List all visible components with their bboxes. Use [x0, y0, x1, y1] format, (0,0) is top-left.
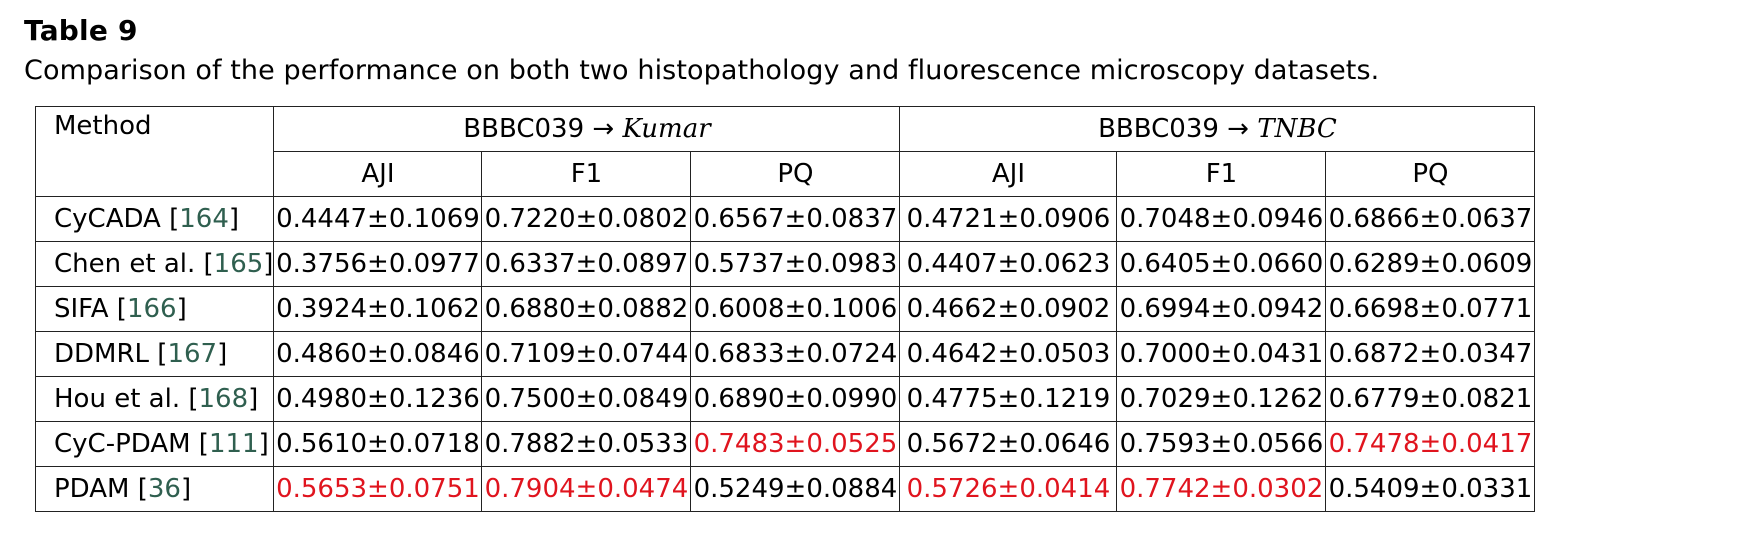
method-name: Chen et al. [165] [34, 241, 275, 287]
table-cell-value: 0.5726±0.0414 [899, 466, 1118, 512]
table-cell-value: 0.5737±0.0983 [690, 241, 901, 287]
citation-close-bracket: ] [258, 429, 269, 459]
table-caption-label: Table 9 [24, 14, 138, 47]
table-cell-value: 0.7029±0.1262 [1116, 376, 1327, 422]
table-cell-value: 0.5249±0.0884 [690, 466, 901, 512]
table-cell-value: 0.5653±0.0751 [273, 466, 483, 512]
method-label: PDAM [ [54, 474, 148, 504]
table-row: Chen et al. [165] 0.3756±0.0977 0.6337±0.0… [34, 241, 1536, 287]
citation-link[interactable]: 36 [147, 474, 181, 504]
table-cell-value: 0.7593±0.0566 [1116, 421, 1327, 467]
citation-close-bracket: ] [228, 204, 240, 234]
table-cell-value: 0.7882±0.0533 [481, 421, 692, 467]
table-cell-value: 0.6289±0.0609 [1325, 241, 1536, 287]
table-cell-value: 0.6866±0.0637 [1325, 196, 1536, 242]
table-cell-value: 0.6880±0.0882 [481, 286, 692, 332]
table-cell-value: 0.6405±0.0660 [1116, 241, 1327, 287]
table-cell-value: 0.4860±0.0846 [273, 331, 483, 377]
table-cell-value: 0.4447±0.1069 [273, 196, 483, 242]
table-cell-value: 0.5672±0.0646 [899, 421, 1118, 467]
metric-header-pq: PQ [1325, 151, 1536, 197]
table-cell-value: 0.7109±0.0744 [481, 331, 692, 377]
method-name: SIFA [166] [34, 286, 275, 332]
table-cell-value: 0.7000±0.0431 [1116, 331, 1327, 377]
group-header-prefix: BBBC039 → [1098, 114, 1258, 144]
table-cell-value: 0.5610±0.0718 [273, 421, 483, 467]
method-label: CyCADA [ [54, 204, 180, 234]
table-cell-value: 0.4407±0.0623 [899, 241, 1118, 287]
table-cell-value: 0.4662±0.0902 [899, 286, 1118, 332]
method-label: CyC-PDAM [ [54, 429, 209, 459]
method-label: Hou et al. [ [54, 384, 199, 414]
table-cell-value: 0.7904±0.0474 [481, 466, 692, 512]
metric-header-aji: AJI [899, 151, 1118, 197]
table-cell-value: 0.7478±0.0417 [1325, 421, 1536, 467]
citation-close-bracket: ] [263, 249, 274, 279]
table-cell-value: 0.6994±0.0942 [1116, 286, 1327, 332]
table-cell-value: 0.7048±0.0946 [1116, 196, 1327, 242]
citation-link[interactable]: 164 [179, 204, 229, 234]
table-cell-value: 0.7500±0.0849 [481, 376, 692, 422]
table-cell-value: 0.4721±0.0906 [899, 196, 1118, 242]
citation-close-bracket: ] [217, 339, 228, 369]
method-name: CyCADA [164] [34, 196, 275, 242]
table-row: CyC-PDAM [111] 0.5610±0.0718 0.7882±0.0533… [34, 421, 1536, 467]
results-table: Method BBBC039 → Kumar BBBC039 → TNBC AJ… [34, 106, 1536, 512]
table-cell-value: 0.6008±0.1006 [690, 286, 901, 332]
table-header-row-groups: Method BBBC039 → Kumar BBBC039 → TNBC [34, 106, 1536, 197]
metric-header-aji: AJI [273, 151, 483, 197]
group-header-target: TNBC [1257, 114, 1337, 144]
table-row: PDAM [36] 0.5653±0.0751 0.7904±0.0474 0.524… [34, 466, 1536, 512]
citation-close-bracket: ] [180, 474, 192, 504]
table-row: SIFA [166] 0.3924±0.1062 0.6880±0.0882 0.60… [34, 286, 1536, 332]
group-header-prefix: BBBC039 → [463, 114, 623, 144]
citation-link[interactable]: 168 [198, 384, 249, 414]
group-header-kumar: BBBC039 → Kumar [273, 106, 901, 152]
group-header-target: Kumar [622, 114, 711, 144]
table-cell-value: 0.6698±0.0771 [1325, 286, 1536, 332]
table-cell-value: 0.4980±0.1236 [273, 376, 483, 422]
method-name: Hou et al. [168] [34, 376, 275, 422]
table-cell-value: 0.6872±0.0347 [1325, 331, 1536, 377]
method-column-header: Method [34, 106, 275, 197]
table-cell-value: 0.5409±0.0331 [1325, 466, 1536, 512]
metric-header-pq: PQ [690, 151, 901, 197]
method-name: PDAM [36] [34, 466, 275, 512]
table-row: CyCADA [164] 0.4447±0.1069 0.7220±0.0802 0.… [34, 196, 1536, 242]
table-caption-text: Comparison of the performance on both tw… [24, 55, 1380, 86]
table-body: CyCADA [164] 0.4447±0.1069 0.7220±0.0802 0.… [34, 196, 1536, 512]
table-cell-value: 0.6779±0.0821 [1325, 376, 1536, 422]
table-cell-value: 0.6833±0.0724 [690, 331, 901, 377]
table-row: DDMRL [167] 0.4860±0.0846 0.7109±0.0744 0.6… [34, 331, 1536, 377]
metric-header-f1: F1 [481, 151, 692, 197]
table-cell-value: 0.6890±0.0990 [690, 376, 901, 422]
table-cell-value: 0.4775±0.1219 [899, 376, 1118, 422]
citation-link[interactable]: 111 [208, 429, 259, 459]
table-row: Hou et al. [168] 0.4980±0.1236 0.7500±0.08… [34, 376, 1536, 422]
method-label: SIFA [ [54, 294, 127, 324]
method-name: DDMRL [167] [34, 331, 275, 377]
citation-link[interactable]: 166 [126, 294, 177, 324]
citation-close-bracket: ] [248, 384, 259, 414]
table-cell-value: 0.7742±0.0302 [1116, 466, 1327, 512]
method-name: CyC-PDAM [111] [34, 421, 275, 467]
table-cell-value: 0.3924±0.1062 [273, 286, 483, 332]
table-cell-value: 0.4642±0.0503 [899, 331, 1118, 377]
citation-link[interactable]: 167 [167, 339, 218, 369]
table-cell-value: 0.6337±0.0897 [481, 241, 692, 287]
table-cell-value: 0.6567±0.0837 [690, 196, 901, 242]
table-cell-value: 0.7483±0.0525 [690, 421, 901, 467]
table-cell-value: 0.7220±0.0802 [481, 196, 692, 242]
method-label: DDMRL [ [54, 339, 168, 369]
method-label: Chen et al. [ [54, 249, 214, 279]
table-cell-value: 0.3756±0.0977 [273, 241, 483, 287]
citation-close-bracket: ] [176, 294, 187, 324]
citation-link[interactable]: 165 [213, 249, 264, 279]
group-header-tnbc: BBBC039 → TNBC [899, 106, 1536, 152]
metric-header-f1: F1 [1116, 151, 1327, 197]
